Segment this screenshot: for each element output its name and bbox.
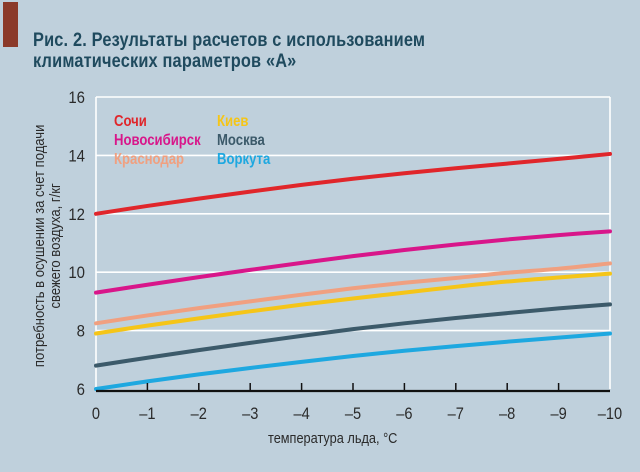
legend-item: Москва [217,132,265,149]
x-tick-label: –2 [191,405,207,423]
series-line [94,271,612,336]
y-axis-title: потребность в осушении за счет подачи св… [31,100,64,392]
x-axis-title: температура льда, °С [268,430,398,447]
series-line [94,229,612,295]
figure-title-line1: Рис. 2. Результаты расчетов с использова… [33,30,426,51]
series-line [94,151,612,216]
y-tick-label: 6 [77,381,85,399]
x-tick-label: –4 [293,405,309,423]
legend-item: Сочи [114,113,147,130]
x-tick-label: 0 [92,405,100,423]
x-tick-label: –9 [550,405,566,423]
series-line [94,261,612,326]
title-accent-bar [3,2,18,47]
y-tick-label: 16 [68,89,85,107]
y-tick-label: 14 [68,148,85,166]
series-line [94,302,612,368]
figure-title-line2: климатических параметров «А» [33,51,297,72]
legend-item: Воркута [217,151,271,168]
x-tick-label: –6 [396,405,412,423]
series-line [94,331,612,391]
x-tick-label: –7 [448,405,464,423]
legend-item: Новосибирск [114,132,201,149]
y-tick-label: 12 [68,206,85,224]
figure-title: Рис. 2. Результаты расчетов с использова… [33,30,425,72]
x-tick-label: –1 [139,405,155,423]
legend-item: Краснодар [114,151,185,168]
y-tick-label: 8 [77,323,85,341]
x-tick-label: –3 [242,405,258,423]
y-axis-title-line2: свежего воздуха, г/кг [47,183,64,309]
y-tick-label: 10 [68,264,85,282]
legend-item: Киев [217,113,249,130]
x-tick-label: –8 [499,405,515,423]
x-tick-label: –5 [345,405,361,423]
x-tick-label: –10 [598,405,623,423]
y-axis-title-line1: потребность в осушении за счет подачи [31,124,48,368]
